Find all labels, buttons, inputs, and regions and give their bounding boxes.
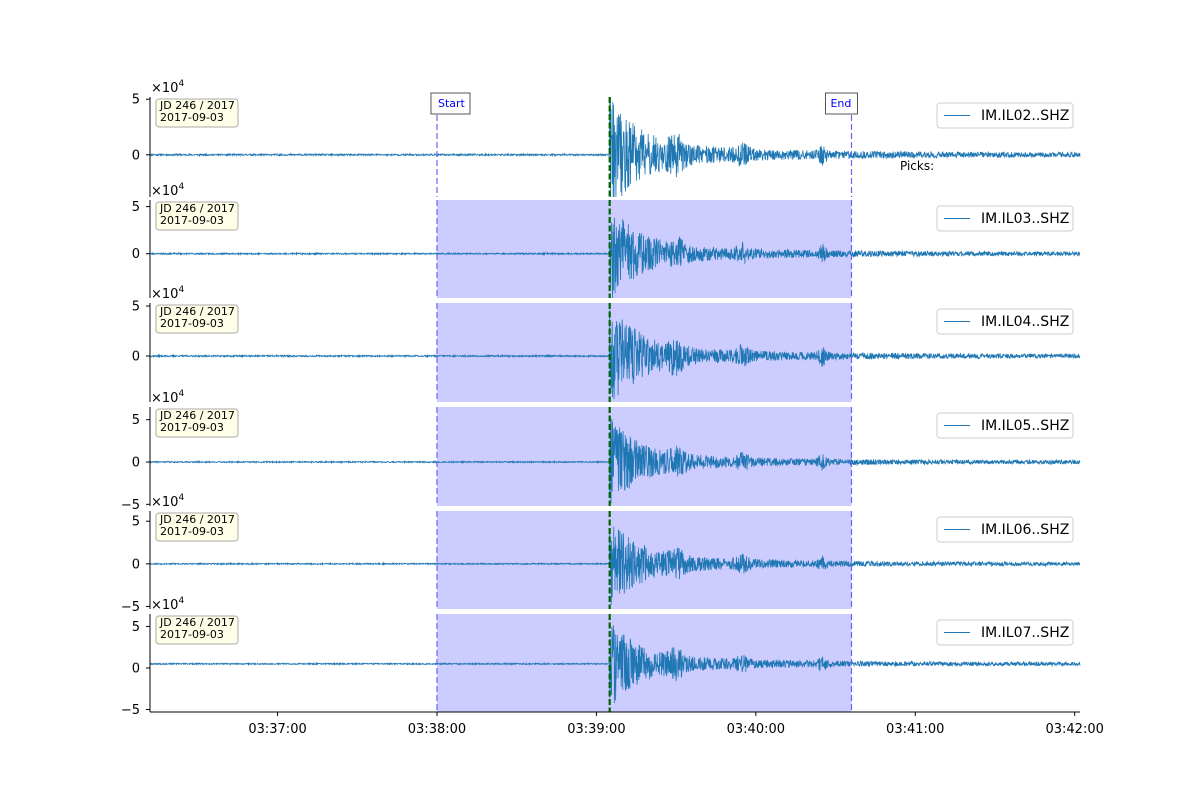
scale-factor-label: ×104	[151, 79, 184, 96]
x-tick-label: 03:39:00	[567, 722, 625, 737]
y-tick-label: 0	[132, 247, 140, 262]
y-tick-label: 5	[132, 300, 140, 315]
scale-factor-label: ×104	[151, 596, 184, 613]
date-box	[155, 304, 239, 334]
y-tick-label: 0	[132, 456, 140, 471]
waveform-trace	[149, 417, 1081, 504]
end-marker-box	[824, 92, 858, 115]
y-tick-label: 0	[132, 148, 140, 163]
y-tick-label: −5	[121, 703, 140, 718]
scale-exponent: 4	[178, 493, 184, 503]
start-marker-label: Start	[438, 97, 466, 110]
picks-label: Picks:	[900, 159, 934, 173]
scale-factor-label: ×104	[151, 285, 184, 302]
scale-factor-label: ×104	[151, 493, 184, 510]
date-label: 2017-09-03	[160, 317, 224, 330]
legend-box	[936, 102, 1074, 129]
y-tick-label: 5	[132, 515, 140, 530]
julian-day-label: JD 246 / 2017	[159, 99, 235, 112]
waveform-trace	[149, 310, 1081, 399]
selection-window-shade	[436, 303, 852, 402]
julian-day-label: JD 246 / 2017	[159, 202, 235, 215]
x-tick-label: 03:40:00	[727, 722, 785, 737]
legend-station-label: IM.IL05..SHZ	[981, 418, 1069, 434]
waveform-trace	[149, 217, 1081, 299]
scale-exponent: 4	[178, 79, 184, 89]
date-label: 2017-09-03	[160, 421, 224, 434]
waveform-trace	[149, 526, 1081, 605]
legend-box	[936, 619, 1074, 646]
selection-window-shade	[436, 511, 852, 609]
julian-day-label: JD 246 / 2017	[159, 409, 235, 422]
legend-station-label: IM.IL06..SHZ	[981, 522, 1069, 538]
date-box	[155, 98, 239, 128]
scale-factor-label: ×104	[151, 182, 184, 199]
y-tick-label: 0	[132, 350, 140, 365]
y-tick-label: 5	[132, 200, 140, 215]
scale-exponent: 4	[178, 182, 184, 192]
legend-station-label: IM.IL03..SHZ	[981, 211, 1069, 227]
y-tick-label: 5	[132, 93, 140, 108]
x-tick-label: 03:37:00	[248, 722, 306, 737]
selection-window-shade	[436, 200, 852, 298]
date-label: 2017-09-03	[160, 525, 224, 538]
scale-exponent: 4	[178, 389, 184, 399]
y-tick-label: −5	[121, 600, 140, 615]
x-tick-label: 03:42:00	[1045, 722, 1103, 737]
start-marker-box	[430, 92, 471, 115]
scale-exponent: 4	[178, 285, 184, 295]
legend-station-label: IM.IL04..SHZ	[981, 314, 1069, 330]
julian-day-label: JD 246 / 2017	[159, 513, 235, 526]
scale-factor-label: ×104	[151, 389, 184, 406]
x-tick-label: 03:38:00	[408, 722, 466, 737]
end-marker-label: End	[830, 97, 851, 110]
waveform-trace	[149, 96, 1081, 198]
legend-station-label: IM.IL07..SHZ	[981, 625, 1069, 641]
scale-exponent: 4	[178, 596, 184, 606]
julian-day-label: JD 246 / 2017	[159, 305, 235, 318]
legend-box	[936, 412, 1074, 439]
date-box	[155, 615, 239, 645]
y-tick-label: −5	[121, 498, 140, 513]
y-tick-label: 0	[132, 557, 140, 572]
legend-box	[936, 516, 1074, 543]
date-box	[155, 512, 239, 542]
legend-box	[936, 205, 1074, 232]
waveform-trace	[149, 625, 1081, 703]
x-tick-label: 03:41:00	[886, 722, 944, 737]
y-tick-label: 5	[132, 620, 140, 635]
selection-window-shade	[436, 407, 852, 506]
y-tick-label: 5	[132, 413, 140, 428]
date-box	[155, 201, 239, 231]
y-tick-label: 0	[132, 661, 140, 676]
date-label: 2017-09-03	[160, 628, 224, 641]
date-label: 2017-09-03	[160, 214, 224, 227]
legend-box	[936, 308, 1074, 335]
legend-station-label: IM.IL02..SHZ	[981, 108, 1069, 124]
julian-day-label: JD 246 / 2017	[159, 616, 235, 629]
date-label: 2017-09-03	[160, 111, 224, 124]
date-box	[155, 408, 239, 438]
